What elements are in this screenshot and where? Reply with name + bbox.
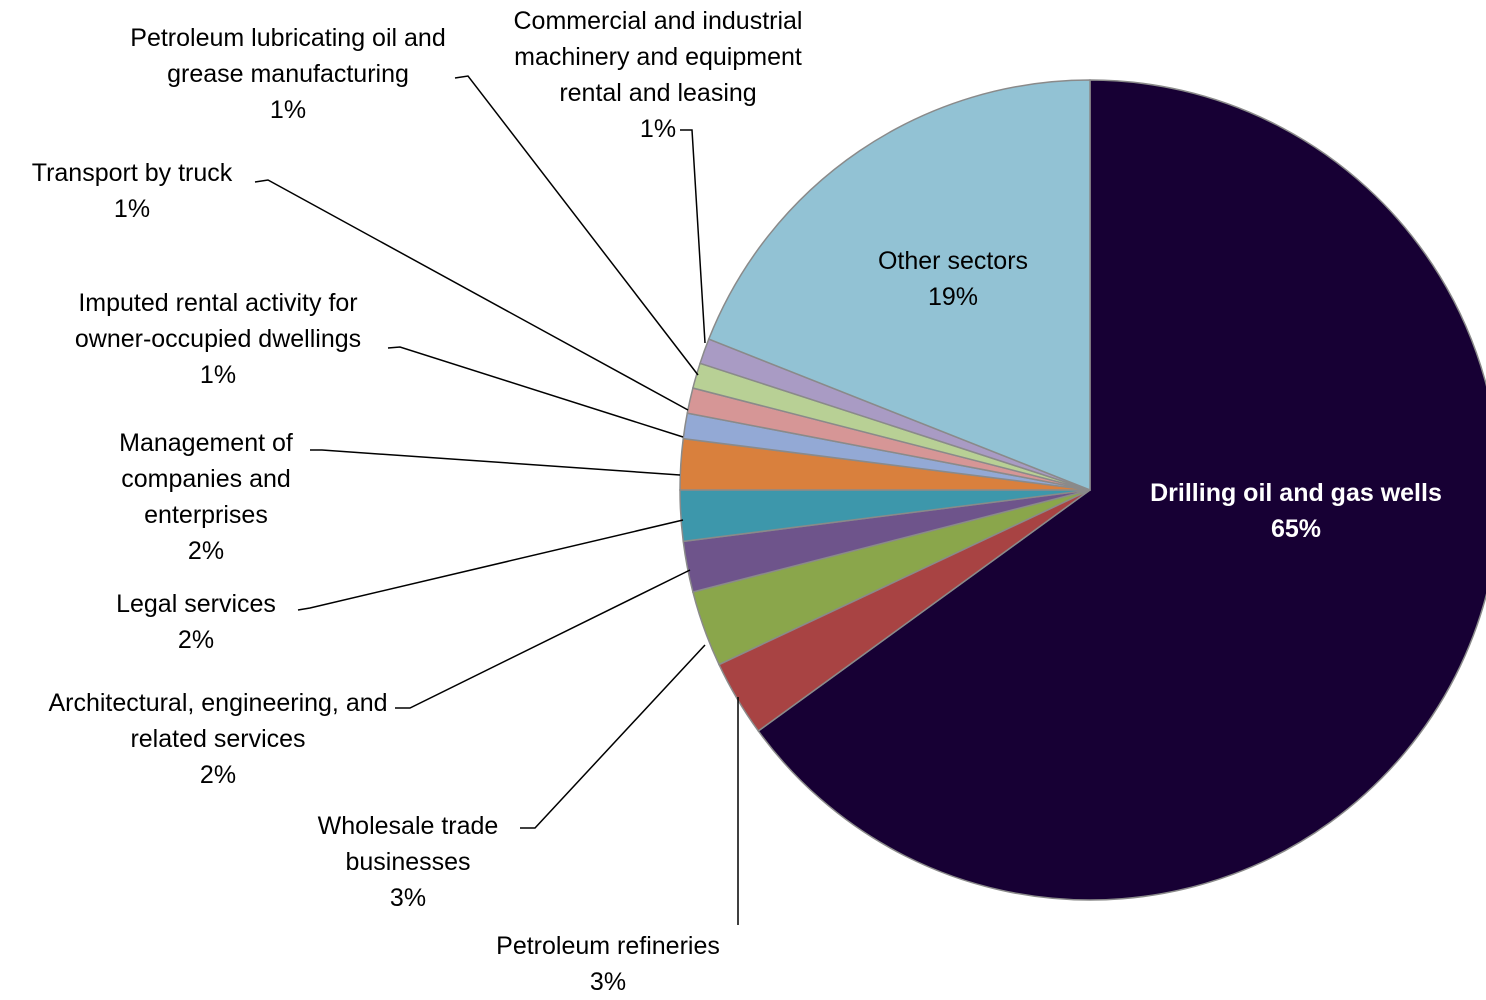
slice-label: Management of companies and enterprises 2… (101, 425, 311, 569)
slice-label: Transport by truck 1% (2, 155, 262, 227)
value-label: 3% (389, 884, 427, 912)
slice-label: Petroleum lubricating oil and grease man… (121, 20, 456, 128)
category-label: Petroleum refineries (496, 932, 720, 960)
leader-line (297, 519, 684, 611)
category-label: Commercial and industrial machinery and … (513, 7, 803, 107)
value-label: 2% (199, 761, 237, 789)
category-label: Transport by truck (31, 159, 233, 187)
slice-label: Wholesale trade businesses 3% (296, 808, 521, 916)
category-label: Petroleum lubricating oil and grease man… (130, 24, 446, 88)
category-label: Drilling oil and gas wells (1150, 479, 1442, 507)
leader-line (520, 644, 706, 829)
value-label: 3% (589, 968, 627, 996)
value-label: 1% (639, 115, 677, 143)
category-label: Management of companies and enterprises (119, 429, 293, 529)
value-label: 1% (269, 96, 307, 124)
leader-line (395, 569, 691, 709)
category-label: Legal services (116, 590, 276, 618)
slice-label: Petroleum refineries 3% (448, 928, 768, 1000)
category-label: Wholesale trade businesses (317, 812, 499, 876)
slice-label: Commercial and industrial machinery and … (486, 3, 831, 147)
value-label: 1% (113, 195, 151, 223)
leader-line (680, 129, 706, 344)
value-label: 19% (927, 283, 979, 311)
leader-line (387, 346, 684, 438)
pie-slice (757, 79, 1486, 901)
slice-label: Other sectors 19% (853, 243, 1053, 315)
pie-slice (707, 79, 1091, 492)
slice-label: Legal services 2% (86, 586, 306, 658)
leader-line (254, 179, 689, 411)
leader-line (454, 75, 699, 376)
slice-label: Drilling oil and gas wells 65% (1146, 475, 1446, 547)
slice-label: Imputed rental activity for owner-occupi… (46, 285, 391, 393)
value-label: 1% (199, 361, 237, 389)
category-label: Imputed rental activity for owner-occupi… (74, 289, 362, 353)
leader-line (310, 449, 681, 476)
value-label: 2% (177, 626, 215, 654)
slice-label: Architectural, engineering, and related … (43, 685, 393, 793)
value-label: 65% (1270, 515, 1322, 543)
category-label: Other sectors (877, 247, 1029, 275)
value-label: 2% (187, 537, 225, 565)
category-label: Architectural, engineering, and related … (48, 689, 388, 753)
